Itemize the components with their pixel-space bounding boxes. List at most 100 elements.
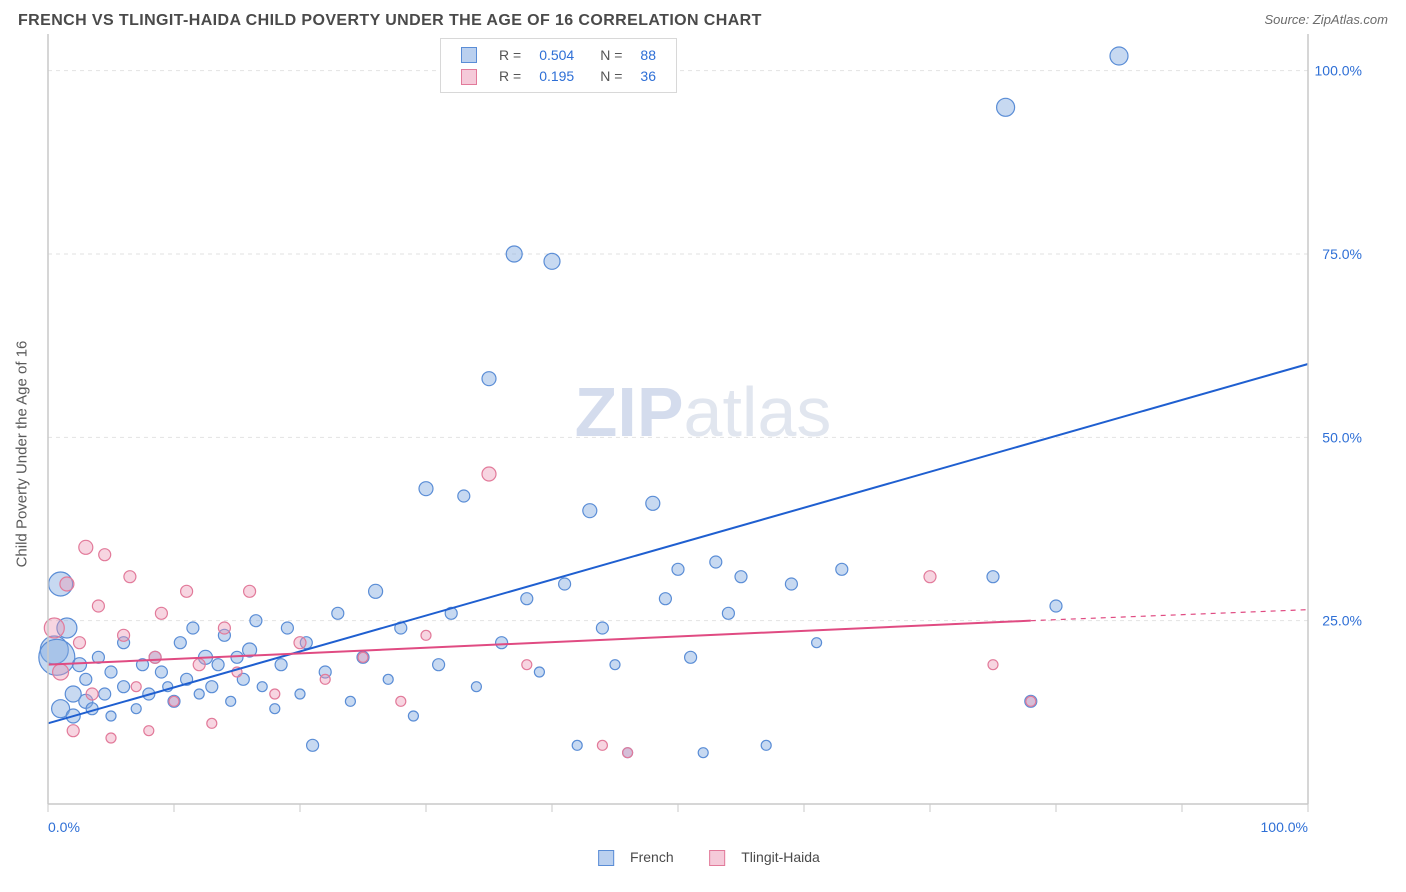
data-point	[307, 739, 319, 751]
x-tick-label: 0.0%	[48, 819, 80, 835]
data-point	[193, 659, 205, 671]
data-point	[275, 659, 287, 671]
scatter-plot: 25.0%50.0%75.0%100.0%0.0%100.0%	[0, 34, 1406, 874]
data-point	[257, 682, 267, 692]
legend-swatch	[461, 69, 477, 85]
data-point	[396, 696, 406, 706]
data-point	[471, 682, 481, 692]
data-point	[118, 681, 130, 693]
data-point	[270, 689, 280, 699]
data-point	[997, 98, 1015, 116]
data-point	[92, 600, 104, 612]
chart-header: FRENCH VS TLINGIT-HAIDA CHILD POVERTY UN…	[0, 0, 1406, 34]
data-point	[672, 563, 684, 575]
data-point	[53, 664, 69, 680]
data-point	[521, 593, 533, 605]
data-point	[73, 658, 87, 672]
data-point	[332, 607, 344, 619]
legend-row: R =0.504N =88	[453, 45, 664, 64]
data-point	[86, 688, 98, 700]
data-point	[544, 253, 560, 269]
legend-swatch	[598, 850, 614, 866]
data-point	[181, 585, 193, 597]
data-point	[419, 482, 433, 496]
data-point	[320, 674, 330, 684]
data-point	[698, 748, 708, 758]
data-point	[812, 638, 822, 648]
y-tick-label: 25.0%	[1322, 613, 1362, 629]
data-point	[421, 630, 431, 640]
data-point	[659, 593, 671, 605]
data-point	[131, 704, 141, 714]
data-point	[583, 504, 597, 518]
data-point	[60, 577, 74, 591]
data-point	[496, 637, 508, 649]
data-point	[244, 585, 256, 597]
data-point	[99, 549, 111, 561]
data-point	[1050, 600, 1062, 612]
chart-area: Child Poverty Under the Age of 16 25.0% 5…	[0, 34, 1406, 874]
data-point	[785, 578, 797, 590]
legend-row: R =0.195N =36	[453, 66, 664, 85]
data-point	[722, 607, 734, 619]
data-point	[155, 607, 167, 619]
series-legend: French Tlingit-Haida	[574, 849, 832, 866]
data-point	[987, 571, 999, 583]
data-point	[836, 563, 848, 575]
y-axis-label: Child Poverty Under the Age of 16	[14, 341, 31, 568]
data-point	[99, 688, 111, 700]
data-point	[187, 622, 199, 634]
data-point	[212, 659, 224, 671]
data-point	[206, 681, 218, 693]
data-point	[79, 540, 93, 554]
data-point	[383, 674, 393, 684]
legend-item: Tlingit-Haida	[698, 849, 820, 865]
data-point	[105, 666, 117, 678]
data-point	[218, 622, 230, 634]
data-point	[572, 740, 582, 750]
data-point	[345, 696, 355, 706]
data-point	[144, 726, 154, 736]
chart-source: Source: ZipAtlas.com	[1264, 12, 1388, 27]
data-point	[74, 637, 86, 649]
data-point	[270, 704, 280, 714]
data-point	[522, 660, 532, 670]
data-point	[169, 696, 179, 706]
legend-swatch	[710, 850, 726, 866]
y-tick-label: 100.0%	[1315, 63, 1362, 79]
data-point	[433, 659, 445, 671]
data-point	[358, 652, 368, 662]
data-point	[1026, 696, 1036, 706]
data-point	[149, 651, 161, 663]
y-tick-label: 50.0%	[1322, 429, 1362, 445]
x-tick-label: 100.0%	[1261, 819, 1308, 835]
data-point	[408, 711, 418, 721]
data-point	[295, 689, 305, 699]
data-point	[250, 615, 262, 627]
data-point	[226, 696, 236, 706]
data-point	[155, 666, 167, 678]
data-point	[369, 584, 383, 598]
data-point	[281, 622, 293, 634]
legend-swatch	[461, 47, 477, 63]
data-point	[610, 660, 620, 670]
trend-line	[48, 364, 1308, 723]
source-name: ZipAtlas.com	[1313, 12, 1388, 27]
data-point	[106, 733, 116, 743]
data-point	[988, 660, 998, 670]
trend-line-extrapolated	[1031, 610, 1308, 621]
data-point	[596, 622, 608, 634]
data-point	[710, 556, 722, 568]
data-point	[597, 740, 607, 750]
data-point	[735, 571, 747, 583]
data-point	[761, 740, 771, 750]
data-point	[685, 651, 697, 663]
data-point	[67, 725, 79, 737]
data-point	[646, 496, 660, 510]
data-point	[506, 246, 522, 262]
source-prefix: Source:	[1264, 12, 1312, 27]
data-point	[534, 667, 544, 677]
data-point	[924, 571, 936, 583]
data-point	[194, 689, 204, 699]
data-point	[106, 711, 116, 721]
